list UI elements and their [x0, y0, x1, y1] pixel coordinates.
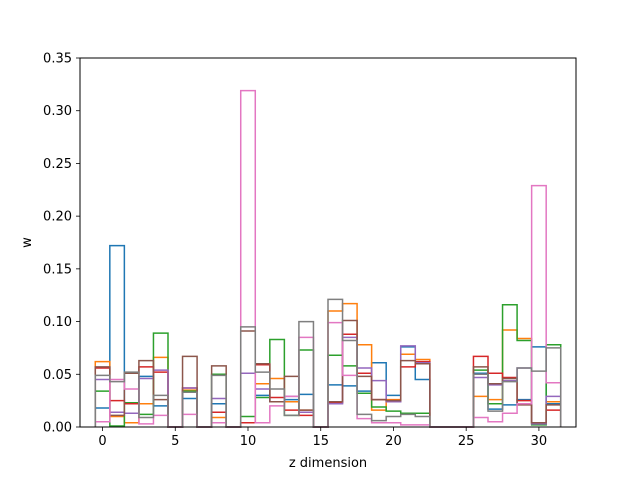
y-tick-label: 0.05 — [43, 368, 72, 383]
y-tick-label: 0.15 — [43, 262, 72, 277]
x-axis-label: z dimension — [289, 456, 367, 471]
y-tick-label: 0.25 — [43, 157, 72, 172]
plot-series — [94, 89, 562, 428]
x-tick-label: 30 — [531, 434, 548, 449]
y-axis-label: w — [20, 237, 35, 248]
x-tick-label: 0 — [98, 434, 106, 449]
y-axis: 0.00 0.05 0.10 0.15 0.20 0.25 0.30 0.35 — [43, 52, 80, 436]
x-tick-label: 10 — [240, 434, 257, 449]
x-axis: 0 5 10 15 20 25 30 — [98, 427, 547, 449]
y-tick-label: 0.00 — [43, 421, 72, 436]
x-tick-label: 25 — [458, 434, 475, 449]
y-tick-label: 0.20 — [43, 210, 72, 225]
x-tick-label: 5 — [171, 434, 179, 449]
x-tick-label: 20 — [385, 434, 402, 449]
x-tick-label: 15 — [312, 434, 329, 449]
y-tick-label: 0.10 — [43, 315, 72, 330]
y-tick-label: 0.30 — [43, 104, 72, 119]
plot-frame — [79, 57, 577, 428]
series-8-line — [94, 298, 562, 428]
y-tick-label: 0.35 — [43, 52, 72, 67]
